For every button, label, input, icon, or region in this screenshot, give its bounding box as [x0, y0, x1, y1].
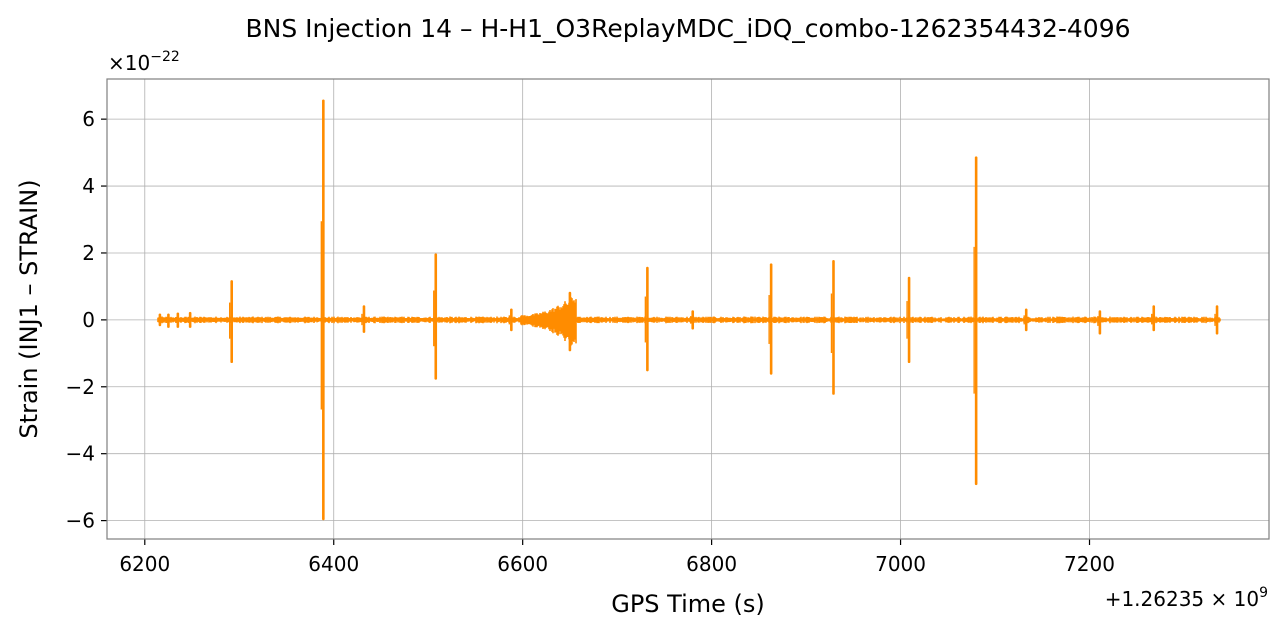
- y-tick-label: 6: [82, 107, 95, 131]
- x-axis-label: GPS Time (s): [611, 590, 765, 618]
- plot-frame: [106, 78, 1270, 540]
- y-tick-label: −6: [66, 509, 95, 533]
- x-tick-label: 6800: [686, 552, 737, 576]
- x-tick-label: 6400: [308, 552, 359, 576]
- series-strain: [157, 99, 1221, 521]
- x-offset-label: +1.26235 × 109: [1105, 585, 1268, 611]
- y-tick-label: 4: [82, 174, 95, 198]
- series-layer: [157, 99, 1221, 521]
- chart-title: BNS Injection 14 – H-H1_O3ReplayMDC_iDQ_…: [245, 14, 1130, 43]
- y-tick-label: 2: [82, 241, 95, 265]
- series-centerline: [158, 317, 1220, 321]
- x-tick-label: 6200: [119, 552, 170, 576]
- y-tick-label: 0: [82, 308, 95, 332]
- grid-lines: [107, 79, 1269, 539]
- y-tick-label: −4: [66, 442, 95, 466]
- x-tick-label: 6600: [497, 552, 548, 576]
- y-axis-label: Strain (INJ1 – STRAIN): [15, 179, 43, 438]
- x-tick-label: 7000: [875, 552, 926, 576]
- x-tick-label: 7200: [1064, 552, 1115, 576]
- axis-ticks: 6200 6400 6600 6800 7000 7200 −6 −4 −2 0 2 4 6: [66, 107, 1115, 576]
- y-tick-label: −2: [66, 375, 95, 399]
- y-multiplier-label: ×10−22: [108, 49, 180, 75]
